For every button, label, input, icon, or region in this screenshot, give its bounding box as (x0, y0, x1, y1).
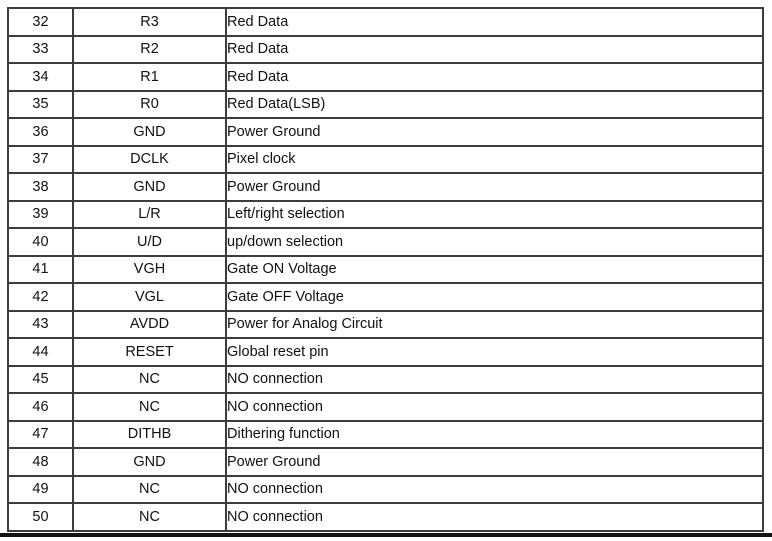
pin-symbol-cell: R1 (72, 62, 227, 92)
table-row: 35 R0 Red Data(LSB) (7, 89, 764, 119)
table-row: 41 VGH Gate ON Voltage (7, 254, 764, 284)
pin-symbol-cell: NC (72, 502, 227, 532)
pin-symbol-cell: GND (72, 172, 227, 202)
pin-number-cell: 42 (7, 282, 74, 312)
pin-symbol-cell: L/R (72, 199, 227, 229)
pin-description-cell: Pixel clock (225, 144, 764, 174)
table-row: 48 GND Power Ground (7, 447, 764, 477)
pin-symbol-cell: VGH (72, 254, 227, 284)
table-row: 49 NC NO connection (7, 474, 764, 504)
pin-description-cell: Power Ground (225, 172, 764, 202)
pin-symbol-cell: NC (72, 474, 227, 504)
pin-number-cell: 45 (7, 364, 74, 394)
pin-description-cell: Red Data (225, 7, 764, 37)
pin-description-cell: up/down selection (225, 227, 764, 257)
table-row: 47 DITHB Dithering function (7, 419, 764, 449)
table-row: 38 GND Power Ground (7, 172, 764, 202)
pin-symbol-cell: R0 (72, 89, 227, 119)
pin-symbol-cell: U/D (72, 227, 227, 257)
table-row: 42 VGL Gate OFF Voltage (7, 282, 764, 312)
pin-symbol-cell: NC (72, 364, 227, 394)
table-row: 46 NC NO connection (7, 392, 764, 422)
pin-description-cell: Dithering function (225, 419, 764, 449)
pin-number-cell: 40 (7, 227, 74, 257)
pin-symbol-cell: GND (72, 447, 227, 477)
pin-number-cell: 36 (7, 117, 74, 147)
pin-symbol-cell: VGL (72, 282, 227, 312)
table-row: 50 NC NO connection (7, 502, 764, 532)
table-row: 44 RESET Global reset pin (7, 337, 764, 367)
table-row: 36 GND Power Ground (7, 117, 764, 147)
table-row: 43 AVDD Power for Analog Circuit (7, 309, 764, 339)
pin-description-table: 32 R3 Red Data 33 R2 Red Data 34 R1 Red Data 35 R0… (7, 7, 764, 532)
pin-description-cell: NO connection (225, 364, 764, 394)
bottom-divider-rule (0, 533, 772, 537)
pin-number-cell: 34 (7, 62, 74, 92)
pin-description-cell: Gate OFF Voltage (225, 282, 764, 312)
pin-number-cell: 37 (7, 144, 74, 174)
pin-number-cell: 38 (7, 172, 74, 202)
pin-number-cell: 47 (7, 419, 74, 449)
pin-description-cell: Left/right selection (225, 199, 764, 229)
pin-number-cell: 32 (7, 7, 74, 37)
pin-symbol-cell: RESET (72, 337, 227, 367)
pin-description-cell: Red Data (225, 34, 764, 64)
pin-number-cell: 44 (7, 337, 74, 367)
pin-number-cell: 39 (7, 199, 74, 229)
table-row: 33 R2 Red Data (7, 34, 764, 64)
pin-number-cell: 50 (7, 502, 74, 532)
pin-description-cell: Power for Analog Circuit (225, 309, 764, 339)
pin-table-body: 32 R3 Red Data 33 R2 Red Data 34 R1 Red Data 35 R0… (7, 7, 764, 532)
pin-symbol-cell: NC (72, 392, 227, 422)
pin-symbol-cell: AVDD (72, 309, 227, 339)
table-row: 32 R3 Red Data (7, 7, 764, 37)
pin-number-cell: 48 (7, 447, 74, 477)
table-row: 45 NC NO connection (7, 364, 764, 394)
pin-symbol-cell: R2 (72, 34, 227, 64)
pin-description-cell: Red Data (225, 62, 764, 92)
pin-symbol-cell: DITHB (72, 419, 227, 449)
pin-number-cell: 49 (7, 474, 74, 504)
pin-number-cell: 35 (7, 89, 74, 119)
pin-description-cell: Power Ground (225, 117, 764, 147)
pin-number-cell: 46 (7, 392, 74, 422)
pin-symbol-cell: DCLK (72, 144, 227, 174)
pin-number-cell: 43 (7, 309, 74, 339)
pin-number-cell: 41 (7, 254, 74, 284)
pin-description-cell: Power Ground (225, 447, 764, 477)
pin-symbol-cell: R3 (72, 7, 227, 37)
pin-description-cell: NO connection (225, 502, 764, 532)
pin-number-cell: 33 (7, 34, 74, 64)
pin-description-cell: Gate ON Voltage (225, 254, 764, 284)
table-row: 39 L/R Left/right selection (7, 199, 764, 229)
pin-description-cell: Global reset pin (225, 337, 764, 367)
pin-description-cell: NO connection (225, 474, 764, 504)
table-row: 37 DCLK Pixel clock (7, 144, 764, 174)
table-row: 34 R1 Red Data (7, 62, 764, 92)
pin-description-cell: Red Data(LSB) (225, 89, 764, 119)
pin-description-cell: NO connection (225, 392, 764, 422)
table-row: 40 U/D up/down selection (7, 227, 764, 257)
pin-symbol-cell: GND (72, 117, 227, 147)
